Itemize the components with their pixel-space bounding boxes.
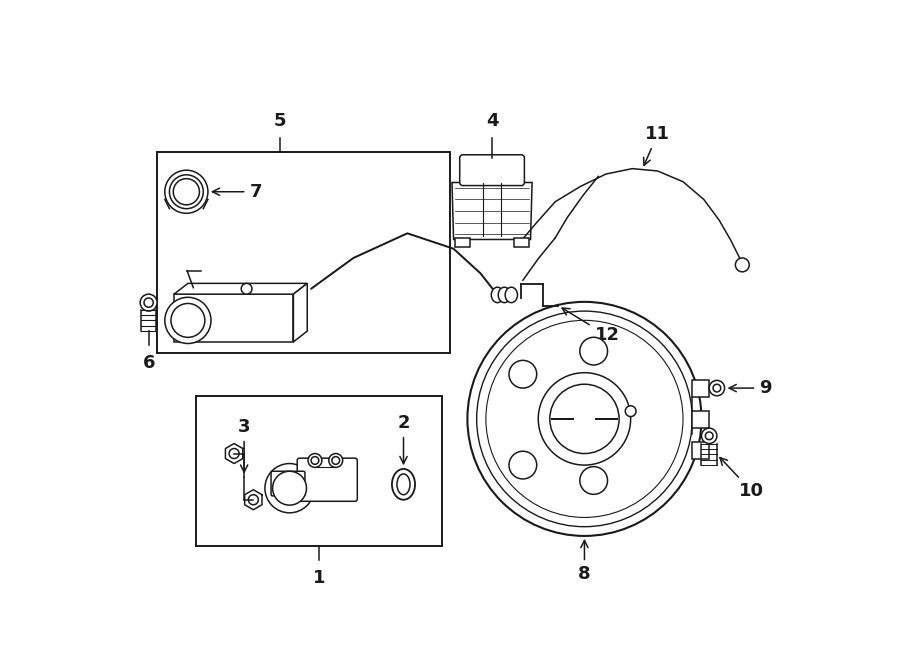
FancyBboxPatch shape (460, 155, 525, 186)
Text: 6: 6 (142, 354, 155, 372)
Ellipse shape (392, 469, 415, 500)
Circle shape (477, 311, 692, 527)
Bar (692, 442, 709, 459)
Circle shape (467, 302, 701, 536)
Text: 9: 9 (729, 379, 771, 397)
Circle shape (701, 428, 717, 444)
Circle shape (230, 449, 239, 459)
Circle shape (241, 284, 252, 294)
Circle shape (165, 297, 211, 344)
Polygon shape (225, 444, 243, 463)
Text: 12: 12 (562, 308, 619, 344)
Circle shape (273, 471, 307, 505)
Circle shape (332, 457, 339, 464)
Circle shape (486, 321, 683, 518)
Circle shape (174, 178, 200, 205)
FancyBboxPatch shape (271, 471, 305, 496)
Circle shape (509, 360, 536, 388)
Circle shape (144, 298, 153, 307)
Circle shape (550, 384, 619, 453)
Ellipse shape (499, 288, 510, 303)
Bar (514, 238, 529, 247)
Bar (692, 411, 709, 428)
Ellipse shape (491, 288, 504, 303)
Text: 7: 7 (212, 182, 262, 201)
Bar (195, 396, 442, 546)
Circle shape (165, 170, 208, 214)
Circle shape (248, 494, 258, 505)
Text: 8: 8 (578, 541, 590, 583)
Text: 10: 10 (720, 457, 764, 500)
Text: 4: 4 (486, 112, 499, 130)
Bar (692, 380, 709, 397)
Text: 3: 3 (238, 418, 250, 472)
Polygon shape (174, 294, 293, 342)
Polygon shape (452, 182, 532, 239)
Text: 2: 2 (397, 414, 410, 463)
Text: 11: 11 (644, 125, 670, 165)
Circle shape (713, 384, 721, 392)
Circle shape (311, 457, 319, 464)
Circle shape (140, 294, 158, 311)
Bar (455, 238, 471, 247)
Bar (158, 152, 450, 354)
Circle shape (538, 373, 631, 465)
Circle shape (509, 451, 536, 479)
Circle shape (328, 453, 343, 467)
Ellipse shape (505, 288, 518, 303)
Polygon shape (174, 284, 307, 294)
Circle shape (580, 337, 608, 365)
Text: 1: 1 (312, 569, 325, 587)
Circle shape (580, 467, 608, 494)
Polygon shape (293, 284, 307, 342)
Circle shape (265, 463, 314, 513)
Circle shape (626, 406, 636, 416)
Circle shape (171, 303, 205, 337)
Ellipse shape (397, 474, 410, 494)
Circle shape (706, 432, 713, 440)
Circle shape (709, 380, 725, 396)
Circle shape (169, 175, 203, 209)
FancyBboxPatch shape (297, 458, 357, 501)
Text: 5: 5 (274, 112, 286, 130)
Polygon shape (245, 490, 262, 510)
Circle shape (308, 453, 322, 467)
Circle shape (735, 258, 749, 272)
